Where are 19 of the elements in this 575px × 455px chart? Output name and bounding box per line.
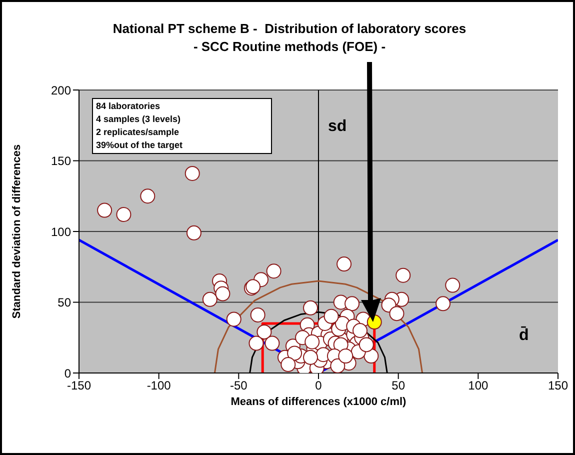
x-axis-title: Means of differences (x1000 c/ml) (230, 396, 407, 408)
chart-title: National PT scheme B - Distribution of laboratory scores - SCC Routine methods (FOE) - (112, 20, 468, 56)
y-tick-label: 50 (58, 296, 72, 310)
y-tick-label: 0 (64, 366, 72, 380)
x-tick-label: 50 (392, 378, 406, 393)
note-box: 84 laboratories 4 samples (3 levels) 2 replicates/sample 39%out of the target (92, 98, 272, 154)
y-axis-title: Standard deviation of differences (10, 144, 23, 319)
y-tick-label: 150 (50, 154, 72, 168)
x-tick-label: -150 (66, 378, 92, 393)
annotation: sd (328, 118, 347, 136)
y-tick-label: 200 (50, 83, 72, 98)
x-tick-label: -100 (146, 378, 172, 393)
annotation: d̄ (519, 327, 529, 345)
x-tick-label: -50 (230, 378, 248, 393)
x-tick-label: 100 (468, 378, 488, 393)
x-tick-label: 0 (315, 378, 322, 393)
y-tick-label: 100 (50, 224, 72, 239)
annotation: 84 laboratories 4 samples (3 levels) 2 replicates/sample 39%out of the target (96, 100, 184, 152)
x-tick-label: 150 (548, 378, 568, 393)
